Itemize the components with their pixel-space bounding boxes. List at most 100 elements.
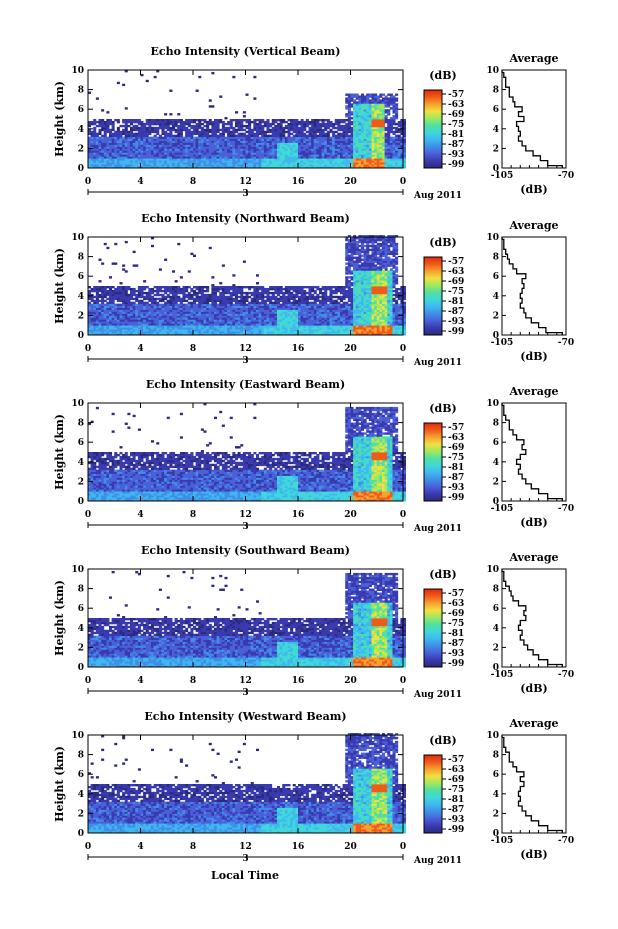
heatmap-cell [206, 120, 210, 124]
heatmap-cell [224, 154, 228, 157]
heatmap-cell [382, 107, 386, 110]
heatmap-cell [151, 148, 155, 151]
heatmap-cell [295, 136, 299, 139]
heatmap-cell [132, 140, 136, 143]
heatmap-cell [387, 105, 391, 108]
heatmap-cell [376, 130, 380, 134]
heatmap-cell [119, 150, 123, 153]
heatmap-cell [221, 144, 225, 147]
heatmap-cell [103, 140, 107, 143]
heatmap-cell [135, 124, 139, 128]
heatmap-cell [169, 140, 173, 143]
heatmap-cell [103, 124, 107, 128]
heatmap-cell [109, 152, 113, 155]
heatmap-cell [109, 120, 113, 124]
heatmap-cell [363, 107, 367, 110]
heatmap-cell [140, 156, 144, 159]
heatmap-cell [353, 138, 357, 141]
heatmap-cell [358, 154, 362, 157]
heatmap-cell [211, 136, 215, 139]
heatmap-cell [250, 128, 254, 132]
heatmap-cell [156, 160, 160, 163]
heatmap-cell [211, 140, 215, 143]
heatmap-cell [300, 134, 304, 138]
heatmap-cell [98, 293, 102, 297]
heatmap-cell [392, 95, 396, 98]
heatmap-cell [216, 138, 220, 141]
heatmap-cell [271, 166, 275, 169]
heatmap-cell [353, 140, 357, 143]
heatmap-cell [88, 128, 92, 132]
heatmap-cell [177, 128, 181, 132]
heatmap-cell [256, 156, 260, 159]
heatmap-cell [282, 119, 286, 122]
heatmap-cell [361, 111, 365, 114]
colorbar-tick-label: -75 [448, 120, 464, 130]
heatmap-cell [371, 99, 375, 102]
heatmap-cell [326, 140, 330, 143]
heatmap-cell [271, 154, 275, 157]
heatmap-cell [111, 166, 115, 169]
heatmap-cell [274, 120, 278, 124]
heatmap-cell [361, 158, 365, 161]
heatmap-cell [305, 119, 309, 122]
heatmap-cell [145, 126, 149, 130]
heatmap-cell [263, 124, 267, 128]
heatmap-cell [95, 166, 99, 169]
heatmap-cell [240, 136, 244, 139]
heatmap-cell [148, 132, 152, 136]
heatmap-cell [232, 146, 236, 149]
heatmap-cell [195, 160, 199, 163]
heatmap-cell [248, 142, 252, 145]
heatmap-cell [389, 162, 393, 165]
heatmap-cell [143, 166, 147, 169]
heatmap-cell [130, 158, 134, 161]
heatmap-cell [195, 286, 199, 289]
heatmap-cell [151, 287, 155, 291]
heatmap-cell [316, 122, 320, 126]
heatmap-cell [387, 124, 391, 128]
heatmap-cell [240, 128, 244, 132]
heatmap-cell [308, 158, 312, 161]
heatmap-cell [145, 160, 149, 163]
heatmap-cell [313, 124, 317, 128]
heatmap-cell [111, 142, 115, 145]
heatmap-cell [389, 93, 393, 96]
heatmap-cell [164, 146, 168, 149]
heatmap-cell [179, 130, 183, 134]
heatmap-cell [224, 136, 228, 139]
heatmap-cell [245, 152, 249, 155]
chart-panel: Echo Intensity (Vertical Beam)0246810Hei… [53, 45, 574, 201]
heatmap-cell [284, 156, 288, 159]
heatmap-cell [326, 148, 330, 151]
heatmap-cell [300, 146, 304, 149]
heatmap-cell [269, 160, 273, 163]
heatmap-cell [200, 152, 204, 155]
heatmap-cell [261, 166, 265, 169]
heatmap-cell [389, 117, 393, 120]
heatmap-cell [109, 286, 113, 289]
heatmap-cell [261, 128, 265, 132]
heatmap-cell [185, 303, 189, 306]
heatmap-cell [337, 156, 341, 159]
heatmap-cell [300, 160, 304, 163]
heatmap-cell [127, 134, 131, 138]
heatmap-cell [206, 164, 210, 167]
heatmap-cell [368, 122, 372, 126]
heatmap-cell [368, 146, 372, 149]
heatmap-cell [109, 132, 113, 136]
heatmap-cell [371, 144, 375, 147]
heatmap-cell [316, 146, 320, 149]
heatmap-cell [347, 111, 351, 114]
heatmap-cell [256, 286, 260, 289]
heatmap-cell [248, 152, 252, 155]
heatmap-cell [187, 130, 191, 134]
heatmap-cell [106, 148, 110, 151]
heatmap-cell [300, 162, 304, 165]
heatmap-cell [371, 134, 375, 138]
heatmap-cell [122, 286, 126, 289]
heatmap-cell [187, 164, 191, 167]
heatmap-cell [368, 124, 372, 128]
heatmap-cell [127, 154, 131, 157]
heatmap-cell [158, 136, 162, 139]
